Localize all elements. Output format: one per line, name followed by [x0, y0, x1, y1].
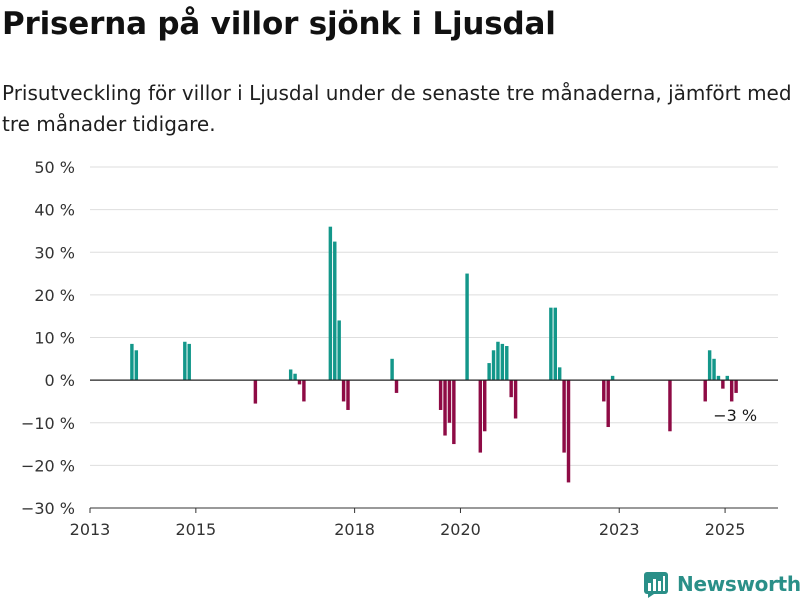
axes [90, 379, 778, 509]
bar [302, 380, 306, 402]
bar [602, 380, 606, 402]
bar [328, 226, 333, 381]
y-tick-label: 0 % [45, 371, 75, 390]
bar [341, 380, 346, 402]
bar [183, 341, 187, 381]
newsworthy-logo: Newsworthy [644, 569, 800, 599]
bar [447, 380, 452, 423]
bar [487, 363, 491, 381]
annotations: −3 % [713, 406, 757, 425]
bar [465, 273, 469, 381]
y-tick-label: 50 % [34, 158, 75, 177]
bar [716, 375, 721, 381]
x-tick-label: 2023 [599, 520, 640, 539]
y-tick-label: 10 % [34, 329, 75, 348]
bar [500, 343, 505, 381]
bar [496, 341, 500, 381]
bar [394, 380, 399, 393]
bar [721, 380, 725, 389]
bar [443, 380, 447, 436]
bar [553, 307, 557, 381]
newsworthy-logo-icon [644, 572, 668, 598]
bar [390, 358, 394, 381]
chart-subtitle: Prisutveckling för villor i Ljusdal unde… [2, 81, 792, 136]
bar [549, 307, 553, 381]
y-tick-label: 30 % [34, 243, 75, 262]
y-tick-label: −10 % [21, 414, 75, 433]
bar [134, 350, 139, 381]
bar [505, 346, 509, 381]
bar [509, 380, 513, 398]
chart-title: Priserna på villor sjönk i Ljusdal [2, 6, 556, 42]
bar [610, 375, 615, 381]
bars [130, 226, 738, 483]
y-tick-label: −30 % [21, 499, 75, 518]
x-tick-label: 2018 [334, 520, 375, 539]
bar [734, 380, 738, 393]
value-annotation: −3 % [713, 406, 757, 425]
bar [297, 380, 302, 385]
bar [187, 343, 191, 381]
bar [483, 380, 487, 432]
bar [606, 380, 610, 428]
x-tick-label: 2013 [70, 520, 111, 539]
bar [566, 380, 571, 483]
y-tick-label: 20 % [34, 286, 75, 305]
grid-lines [90, 166, 778, 466]
bar [253, 380, 258, 404]
brand-name: Newsworthy [677, 572, 800, 596]
bar [491, 350, 496, 381]
bar [707, 350, 712, 381]
bar [452, 380, 456, 445]
x-tick-label: 2015 [175, 520, 216, 539]
bar [729, 380, 734, 402]
bar [712, 358, 716, 381]
bar [130, 343, 134, 381]
y-axis-tick-labels: 50 % 40 % 30 % 20 % 10 % 0 % −10 % −20 % −30 % [21, 158, 75, 518]
x-tick-label: 2020 [440, 520, 481, 539]
bar [478, 380, 483, 453]
y-tick-label: −20 % [21, 456, 75, 475]
bar [337, 320, 341, 381]
bar [438, 380, 443, 410]
bar [293, 373, 297, 381]
bar [703, 380, 707, 402]
bar [288, 369, 293, 381]
x-tick-label: 2025 [705, 520, 746, 539]
bar [346, 380, 350, 410]
bar [668, 380, 672, 432]
bar [725, 375, 729, 381]
x-axis-tick-labels: 2013 2015 2018 2020 2023 2025 [70, 508, 746, 539]
bar [562, 380, 566, 453]
y-tick-label: 40 % [34, 201, 75, 220]
bar [513, 380, 518, 419]
bar [333, 241, 337, 381]
bar [557, 367, 562, 381]
